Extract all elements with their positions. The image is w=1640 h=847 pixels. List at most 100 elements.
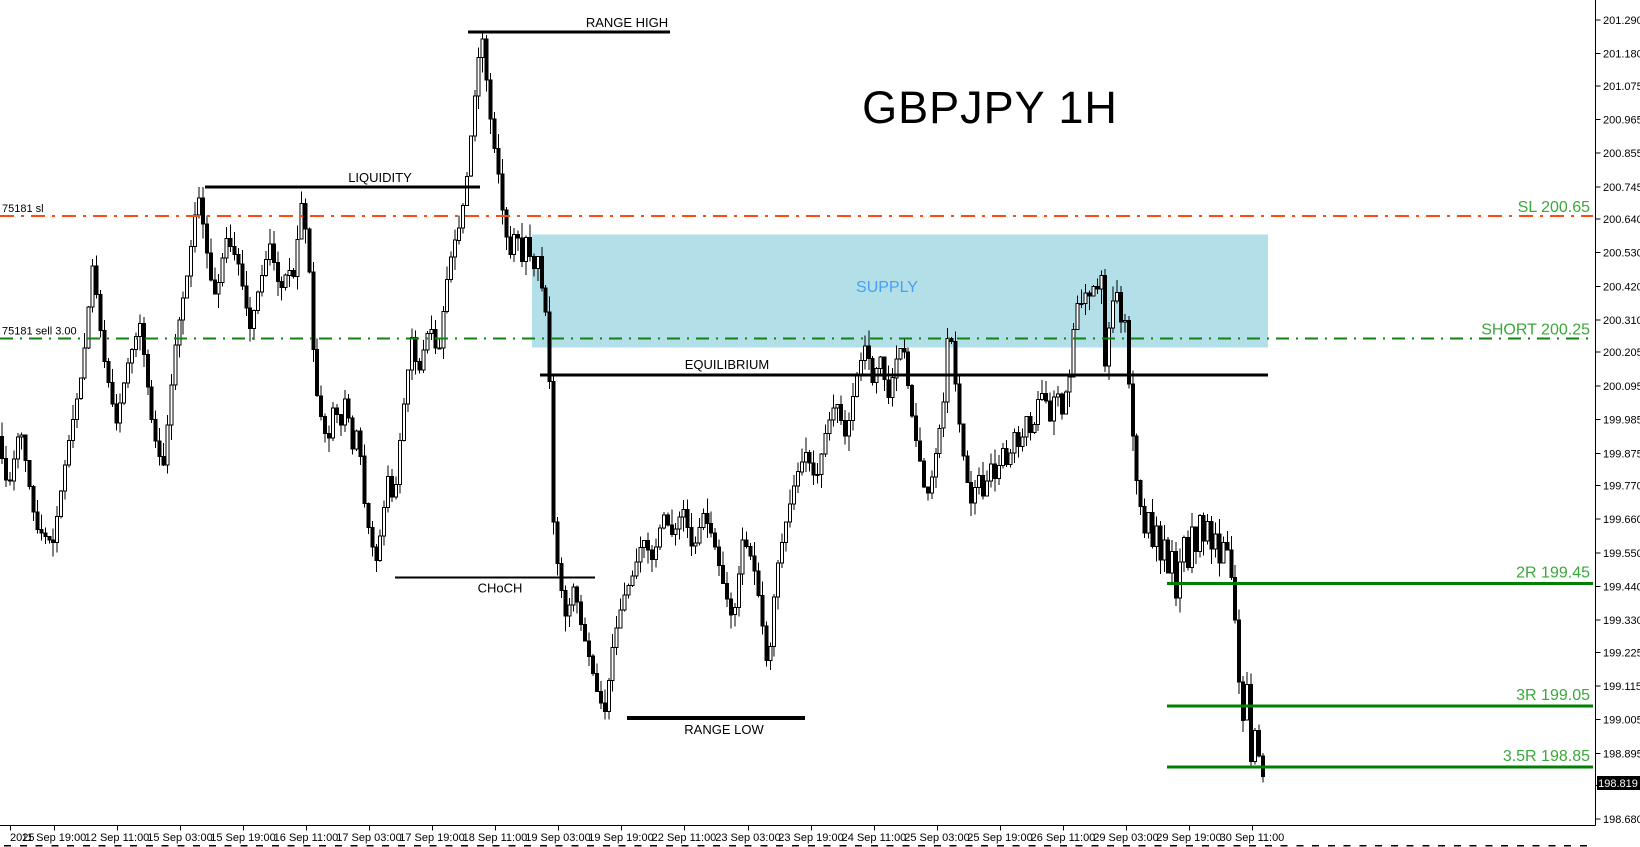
candle-bull — [677, 516, 682, 530]
candle-bull — [130, 349, 134, 364]
candle-bull — [429, 329, 434, 334]
candle-bear — [744, 539, 749, 547]
candle-bear — [141, 323, 146, 356]
candles-group — [0, 30, 1265, 783]
candle-bull — [1213, 533, 1218, 550]
candle-bear — [1237, 619, 1242, 683]
candle-bull — [197, 197, 201, 216]
candle-bull — [512, 234, 517, 256]
candle-bear — [969, 482, 974, 504]
level-label-range-high[interactable]: RANGE HIGH — [586, 15, 668, 30]
candle-bull — [661, 514, 666, 529]
candle-bull — [220, 257, 225, 283]
candle-bull — [535, 255, 540, 269]
candle-bear — [957, 383, 962, 425]
level-label-sl[interactable]: SL 200.65 — [1518, 199, 1590, 216]
candle-bull — [1052, 396, 1056, 422]
level-label-liquidity[interactable]: LIQUIDITY — [348, 170, 412, 185]
candle-bull — [295, 238, 300, 278]
candle-bull — [134, 336, 138, 351]
order-tag-order-sell[interactable]: 75181 sell 3.00 — [2, 325, 77, 337]
candle-bear — [764, 625, 769, 662]
level-label-r2[interactable]: 2R 199.45 — [1516, 564, 1590, 581]
candle-bear — [516, 234, 521, 239]
candle-bull — [847, 420, 852, 437]
time-tick-label: 29 Sep 19:00 — [1156, 832, 1221, 844]
candle-bull — [1189, 526, 1194, 568]
candle-bull — [59, 490, 64, 518]
price-tick-label: 200.745 — [1603, 182, 1640, 194]
candle-bear — [492, 118, 497, 149]
level-label-range-low[interactable]: RANGE LOW — [684, 722, 764, 737]
level-label-choch[interactable]: CHoCH — [478, 580, 523, 595]
candle-bull — [472, 95, 477, 137]
candle-bull — [63, 464, 67, 492]
candle-bear — [925, 486, 930, 494]
candle-bull — [1162, 539, 1167, 561]
candle-bear — [760, 594, 765, 627]
level-label-short[interactable]: SHORT 200.25 — [1481, 321, 1590, 338]
time-tick-label: 25 Sep 19:00 — [967, 832, 1032, 844]
candle-bear — [1059, 393, 1064, 415]
candle-bull — [397, 440, 402, 486]
candle-bear — [291, 270, 296, 277]
time-tick-label: 25 Sep 03:00 — [904, 832, 969, 844]
level-label-r35[interactable]: 3.5R 198.85 — [1503, 748, 1590, 765]
candle-bull — [331, 407, 335, 439]
candle-bull — [480, 38, 485, 58]
candle-bull — [768, 646, 773, 662]
candle-bear — [346, 398, 351, 419]
candle-bull — [1221, 541, 1226, 564]
candle-bear — [1229, 549, 1234, 579]
zone-label-supply[interactable]: SUPPLY — [856, 279, 918, 296]
zone-supply[interactable] — [532, 234, 1268, 348]
candle-bear — [114, 403, 119, 424]
level-label-equilibrium[interactable]: EQUILIBRIUM — [685, 357, 770, 372]
candle-bull — [1122, 320, 1127, 323]
candle-bear — [721, 564, 725, 584]
level-label-r3[interactable]: 3R 199.05 — [1516, 687, 1590, 704]
candle-bull — [1071, 329, 1076, 378]
time-tick-label: 16 Sep 11:00 — [274, 832, 339, 844]
candle-bull — [283, 274, 288, 288]
candle-bull — [772, 596, 777, 648]
candle-bear — [149, 386, 154, 420]
candle-bear — [551, 380, 556, 523]
candle-bear — [437, 347, 442, 350]
candle-bull — [626, 584, 631, 596]
candle-bull — [15, 436, 20, 460]
time-tick-label: 19 Sep 03:00 — [525, 832, 590, 844]
candle-bull — [1075, 303, 1080, 331]
candle-bull — [19, 434, 24, 438]
candle-bull — [382, 507, 387, 537]
candle-bear — [906, 351, 911, 387]
candle-bull — [1091, 286, 1096, 297]
candle-bull — [894, 358, 899, 379]
candle-bear — [713, 532, 718, 548]
candle-bull — [658, 527, 662, 548]
order-tag-order-sl[interactable]: 75181 sl — [2, 203, 44, 215]
candle-bear — [910, 385, 915, 417]
candle-bear — [334, 407, 339, 415]
candle-bull — [697, 527, 702, 544]
candle-bull — [638, 547, 643, 563]
chart-title[interactable]: GBPJPY 1H — [862, 82, 1118, 133]
candle-bear — [200, 197, 205, 225]
candle-bear — [362, 455, 367, 505]
candle-bull — [1111, 300, 1116, 329]
candle-bear — [500, 173, 505, 211]
candle-bull — [803, 451, 808, 463]
price-tick-label: 199.985 — [1603, 415, 1640, 427]
candle-bear — [27, 460, 32, 487]
candle-bear — [528, 237, 532, 257]
candle-bear — [1048, 400, 1052, 422]
candle-bull — [67, 440, 71, 466]
candle-bear — [1201, 515, 1206, 542]
candle-bear — [555, 521, 560, 564]
candle-bear — [7, 479, 12, 482]
candle-bull — [405, 369, 410, 405]
candle-bear — [212, 279, 217, 295]
candle-bear — [922, 460, 926, 488]
candle-bull — [933, 452, 938, 478]
